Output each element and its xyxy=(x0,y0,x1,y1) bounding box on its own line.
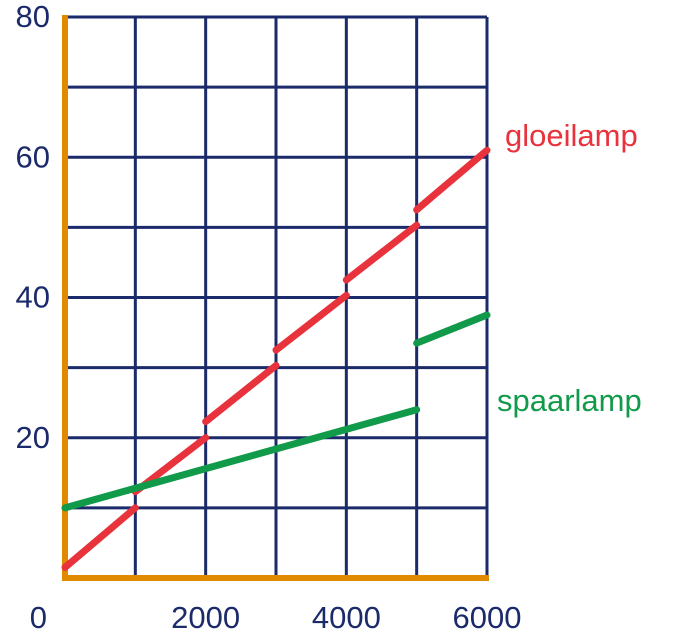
x-tick-label: 6000 xyxy=(453,600,522,635)
series-line xyxy=(61,311,491,512)
y-tick-label: 40 xyxy=(16,280,50,315)
x-tick-label: 4000 xyxy=(312,600,381,635)
series-label: gloeilamp xyxy=(505,118,638,153)
series-label: spaarlamp xyxy=(497,383,642,418)
y-tick-label: 20 xyxy=(16,420,50,455)
y-tick-label: 60 xyxy=(16,139,50,174)
y-tick-label: 80 xyxy=(16,0,50,34)
series-line xyxy=(61,146,491,571)
x-tick-label: 2000 xyxy=(171,600,240,635)
x-tick-label: 0 xyxy=(30,600,47,635)
